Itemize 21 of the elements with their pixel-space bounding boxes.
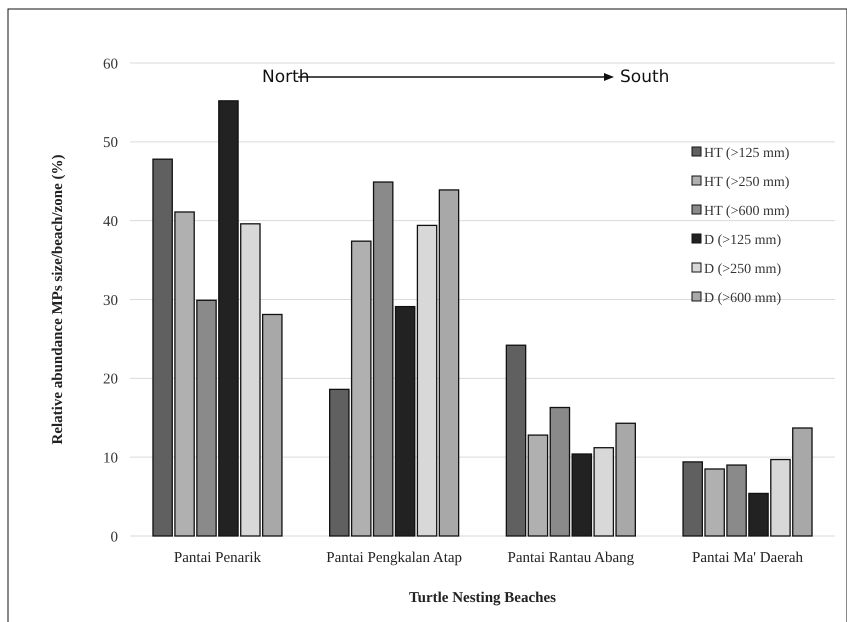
legend-label: HT (>600 mm) — [704, 204, 790, 219]
x-tick-label: Pantai Ma' Daerah — [692, 550, 804, 566]
y-tick-label: 20 — [103, 372, 118, 388]
legend-label: HT (>125 mm) — [704, 146, 790, 161]
annotation: North — [262, 67, 310, 87]
y-tick-label: 60 — [103, 56, 118, 72]
legend-label: D (>600 mm) — [704, 290, 782, 306]
y-tick-label: 30 — [103, 292, 118, 309]
y-tick-label: 40 — [103, 214, 118, 230]
legend-label: HT (>250 mm) — [704, 174, 790, 190]
x-tick-label: Pantai Penarik — [174, 550, 262, 566]
x-tick-label: Pantai Pengkalan Atap — [326, 550, 462, 566]
y-tick-label: 50 — [103, 135, 118, 152]
legend-label: D (>125 mm) — [704, 232, 782, 248]
x-tick-label: Pantai Rantau Abang — [508, 550, 635, 566]
legend-label: D (>250 mm) — [704, 262, 782, 277]
y-tick-label: 10 — [103, 450, 118, 466]
annotation: South — [620, 67, 670, 87]
y-tick-label: 0 — [110, 529, 118, 546]
x-axis-title: Turtle Nesting Beaches — [409, 590, 556, 606]
y-axis-title: Relative abundance MPs size/beach/zone (%) — [50, 154, 66, 444]
